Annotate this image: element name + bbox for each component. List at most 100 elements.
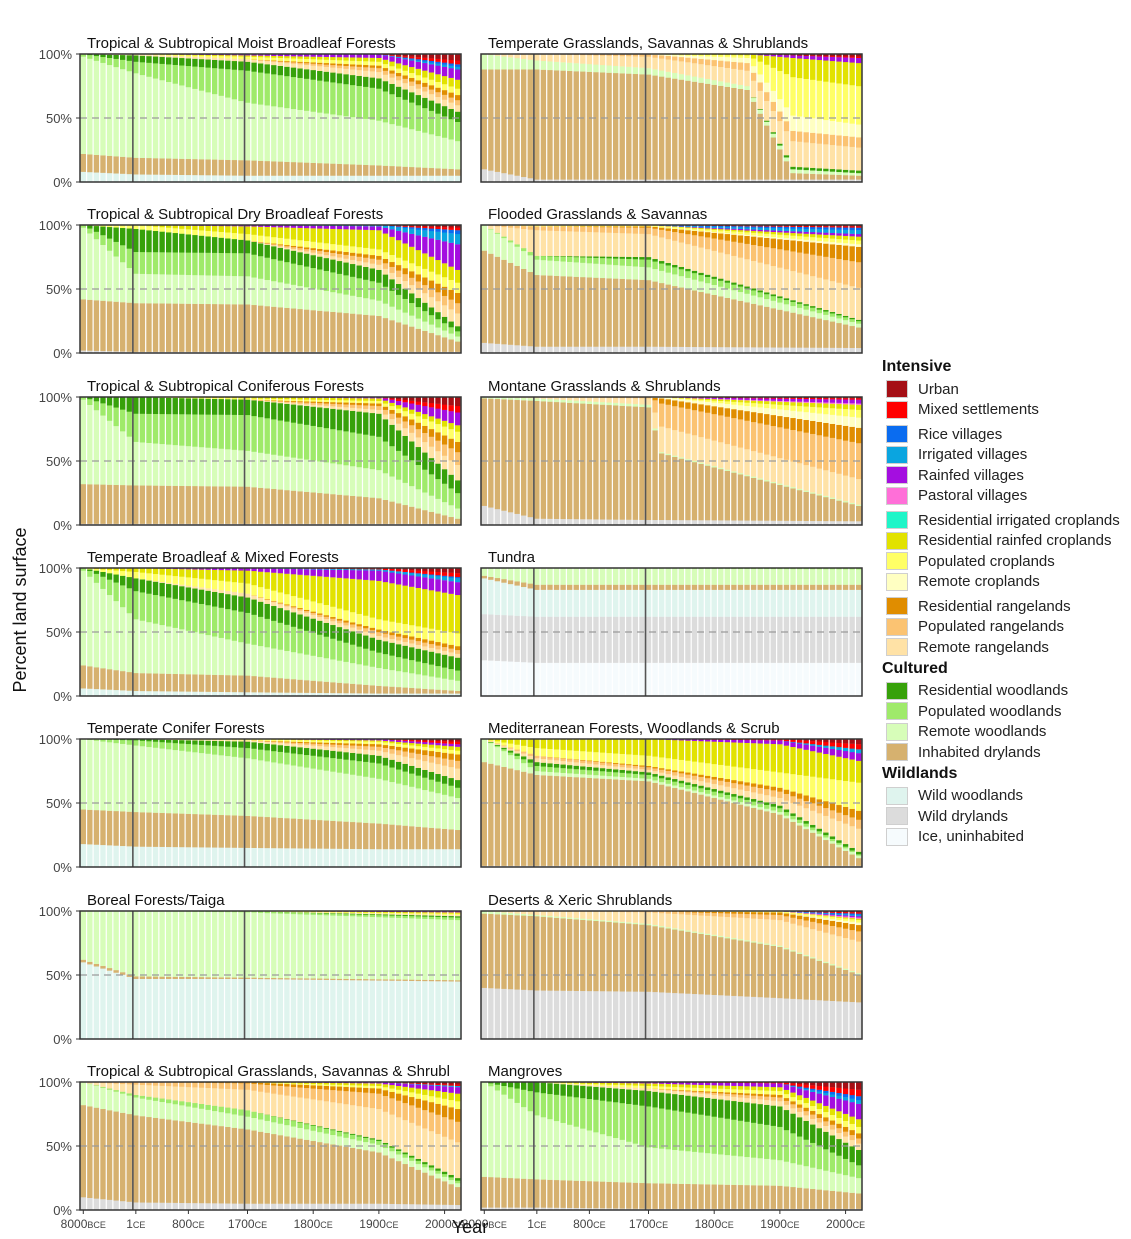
bar-segment-rainfed_vill xyxy=(441,409,448,421)
bar-segment-res_rainfed_crop xyxy=(415,68,421,76)
bar-segment-pop_crop xyxy=(330,59,336,64)
bar-segment-irrig_vill xyxy=(829,229,836,233)
bar-segment-pop_crop xyxy=(764,403,770,409)
bar-segment-res_rainfed_crop xyxy=(409,246,415,264)
bar-segment-rem_range xyxy=(823,279,829,311)
bar-segment-rem_wood xyxy=(225,275,231,305)
bar-segment-res_rainfed_crop xyxy=(284,573,290,595)
bar-segment-pop_range xyxy=(665,230,671,240)
bar-segment-inh_dry xyxy=(494,398,501,510)
bar-segment-rem_range xyxy=(310,745,316,749)
bar-segment-rem_crop xyxy=(744,57,750,64)
bar-segment-pop_range xyxy=(435,440,441,452)
bar-segment-res_wood xyxy=(290,250,297,264)
bar-segment-wild_dry xyxy=(527,517,533,526)
bar-segment-pop_crop xyxy=(238,233,244,240)
bar-segment-rem_wood xyxy=(691,76,698,82)
bar-segment-res_range xyxy=(323,742,330,745)
bar-segment-pop_crop xyxy=(724,401,731,404)
bar-segment-pop_range xyxy=(428,436,435,447)
bar-segment-rem_crop xyxy=(836,415,842,425)
bar-segment-res_rainfed_crop xyxy=(376,740,382,742)
bar-segment-res_wood xyxy=(244,597,251,613)
bar-segment-inh_dry xyxy=(527,271,533,347)
bar-segment-inh_dry xyxy=(573,584,579,590)
bar-segment-res_range xyxy=(277,244,284,246)
bar-segment-rainfed_vill xyxy=(691,226,698,228)
bar-segment-inh_dry xyxy=(553,70,560,180)
bar-segment-inh_dry xyxy=(836,500,842,522)
bar-segment-inh_dry xyxy=(606,278,612,347)
bar-segment-rem_crop xyxy=(836,242,842,245)
bar-segment-res_wood xyxy=(764,292,770,295)
bar-segment-rem_wood xyxy=(501,397,507,400)
bar-segment-inh_dry xyxy=(395,825,402,850)
bar-segment-mixed xyxy=(455,405,461,413)
bar-segment-irrig_vill xyxy=(369,569,375,571)
bar-segment-res_rainfed_crop xyxy=(395,63,402,69)
bar-segment-rem_range xyxy=(777,267,783,297)
bar-segment-inh_dry xyxy=(218,814,224,848)
bar-segment-pop_crop xyxy=(415,746,421,750)
bar-segment-irrig_vill xyxy=(856,230,862,235)
bar-segment-rem_wood xyxy=(836,499,842,501)
bar-segment-rem_range xyxy=(567,231,573,257)
bar-segment-rem_wood xyxy=(580,400,586,404)
bar-segment-pop_range xyxy=(409,425,415,433)
bar-segment-res_wood xyxy=(435,312,441,320)
bar-segment-rem_wood xyxy=(849,502,855,505)
bar-segment-pop_range xyxy=(810,433,816,467)
bar-segment-rainfed_vill xyxy=(290,54,297,57)
bar-segment-rice xyxy=(428,60,435,63)
bar-segment-res_range xyxy=(790,240,796,252)
bar-segment-rem_wood xyxy=(580,63,586,72)
bar-segment-res_rainfed_crop xyxy=(856,236,862,241)
bar-segment-inh_dry xyxy=(284,161,290,176)
bar-segment-pop_wood xyxy=(402,298,408,313)
bar-segment-pop_wood xyxy=(251,71,257,104)
bar-segment-pop_crop xyxy=(790,405,796,411)
bar-segment-res_wood xyxy=(93,570,100,574)
bar-segment-res_rainfed_crop xyxy=(678,226,685,228)
bar-segment-wild_dry xyxy=(691,616,698,663)
bar-segment-pop_crop xyxy=(166,575,172,583)
bar-segment-rem_range xyxy=(271,245,277,247)
bar-segment-pop_wood xyxy=(106,579,113,596)
bar-segment-rem_wood xyxy=(297,109,303,163)
bar-segment-rem_range xyxy=(336,257,343,262)
bar-segment-res_rainfed_crop xyxy=(257,55,264,58)
bar-segment-rem_range xyxy=(146,54,152,57)
bar-segment-res_rainfed_crop xyxy=(271,55,277,58)
bar-segment-wild_wood xyxy=(271,848,277,868)
bar-segment-inh_dry xyxy=(547,401,553,519)
bar-segment-irrig_vill xyxy=(823,229,829,233)
bar-segment-rem_wood xyxy=(172,83,178,159)
bar-segment-rem_range xyxy=(376,635,382,640)
bar-segment-inh_dry xyxy=(698,584,704,590)
bar-segment-pop_crop xyxy=(271,57,277,61)
bar-segment-inh_dry xyxy=(264,816,270,849)
bar-segment-pop_crop xyxy=(257,586,264,598)
bar-segment-wild_dry xyxy=(737,179,744,183)
bar-segment-rem_crop xyxy=(777,98,783,112)
bar-segment-wild_dry xyxy=(849,179,855,183)
bar-segment-rem_wood xyxy=(284,108,290,162)
bar-segment-inh_dry xyxy=(428,689,435,694)
bar-segment-rem_wood xyxy=(277,107,284,162)
bar-segment-rem_range xyxy=(290,403,297,405)
bar-segment-res_wood xyxy=(317,749,323,757)
bar-segment-rem_range xyxy=(691,63,698,77)
bar-segment-res_rainfed_crop xyxy=(303,228,310,242)
bar-segment-ice xyxy=(718,662,724,697)
bar-segment-rem_wood xyxy=(205,753,211,815)
bar-segment-rem_range xyxy=(356,70,362,76)
bar-segment-inh_dry xyxy=(323,311,330,352)
bar-segment-rice xyxy=(441,575,448,577)
bar-segment-rem_wood xyxy=(87,739,93,810)
bar-segment-res_wood xyxy=(152,397,159,415)
bar-segment-pop_crop xyxy=(303,399,310,402)
bar-segment-mixed xyxy=(402,225,408,227)
bar-segment-wild_dry xyxy=(547,179,553,183)
bar-segment-res_wood xyxy=(632,256,639,260)
bar-segment-pop_wood xyxy=(409,773,415,787)
